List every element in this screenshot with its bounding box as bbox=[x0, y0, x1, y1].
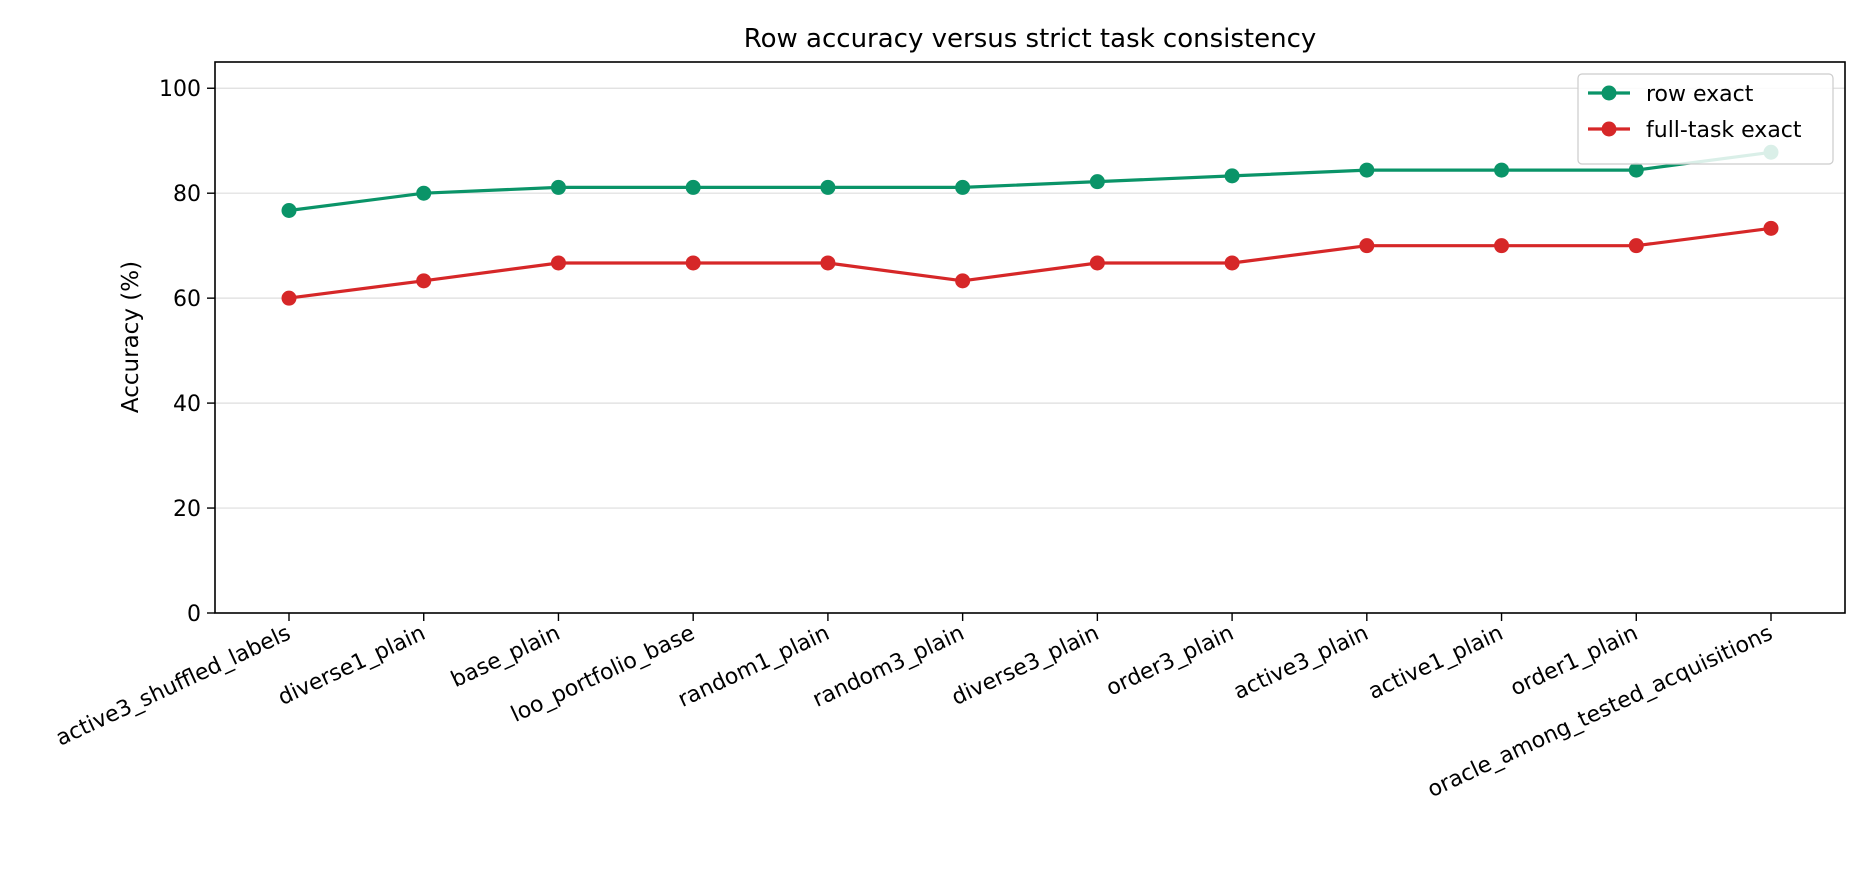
x-tick-label: active1_plain bbox=[1365, 621, 1507, 705]
data-point bbox=[1089, 174, 1105, 190]
legend-label: full-task exact bbox=[1646, 118, 1802, 143]
data-point bbox=[1224, 255, 1240, 271]
x-tick-label: active3_plain bbox=[1230, 621, 1372, 705]
data-point bbox=[1494, 238, 1510, 254]
series-line bbox=[288, 226, 1772, 300]
data-point bbox=[416, 185, 432, 201]
legend: row exact full-task exact bbox=[1577, 73, 1834, 165]
data-point bbox=[416, 273, 432, 289]
data-point bbox=[281, 203, 297, 219]
y-tick-label: 40 bbox=[173, 392, 201, 417]
series-layer bbox=[281, 144, 1779, 306]
data-point bbox=[1763, 220, 1779, 236]
y-tick-label: 20 bbox=[173, 497, 201, 522]
x-tick-label: order3_plain bbox=[1103, 621, 1238, 702]
data-point bbox=[685, 179, 701, 195]
y-axis-label: Accuracy (%) bbox=[118, 261, 144, 413]
data-point bbox=[955, 179, 971, 195]
y-tick-label: 80 bbox=[173, 182, 201, 207]
y-tick-label: 0 bbox=[187, 602, 201, 627]
x-tick-label: base_plain bbox=[447, 621, 564, 693]
data-point bbox=[1494, 162, 1510, 178]
legend-label: row exact bbox=[1646, 82, 1754, 107]
legend-box bbox=[1577, 73, 1834, 165]
data-point bbox=[1628, 238, 1644, 254]
plot-frame bbox=[214, 61, 1846, 614]
y-axis: 0 20 40 60 80 100 bbox=[159, 77, 215, 627]
x-tick-label: random1_plain bbox=[674, 621, 833, 713]
series-line bbox=[288, 150, 1772, 213]
data-point bbox=[550, 255, 566, 271]
y-tick-label: 60 bbox=[173, 287, 201, 312]
data-point bbox=[1628, 162, 1644, 178]
data-point bbox=[550, 179, 566, 195]
data-point bbox=[1359, 162, 1375, 178]
data-point bbox=[820, 255, 836, 271]
chart-title: Row accuracy versus strict task consiste… bbox=[744, 24, 1317, 54]
data-point bbox=[820, 179, 836, 195]
legend-marker bbox=[1601, 85, 1617, 101]
grid bbox=[215, 87, 1845, 509]
legend-marker bbox=[1601, 121, 1617, 137]
x-tick-label: random3_plain bbox=[809, 621, 968, 713]
data-point bbox=[1359, 238, 1375, 254]
y-tick-label: 100 bbox=[159, 77, 201, 102]
data-point bbox=[281, 290, 297, 306]
data-point bbox=[1224, 168, 1240, 184]
x-tick-label: diverse3_plain bbox=[948, 621, 1103, 711]
data-point bbox=[685, 255, 701, 271]
x-tick-label: diverse1_plain bbox=[274, 621, 429, 711]
data-point bbox=[955, 273, 971, 289]
data-point bbox=[1089, 255, 1105, 271]
x-tick-label: active3_shuffled_labels bbox=[52, 621, 294, 752]
